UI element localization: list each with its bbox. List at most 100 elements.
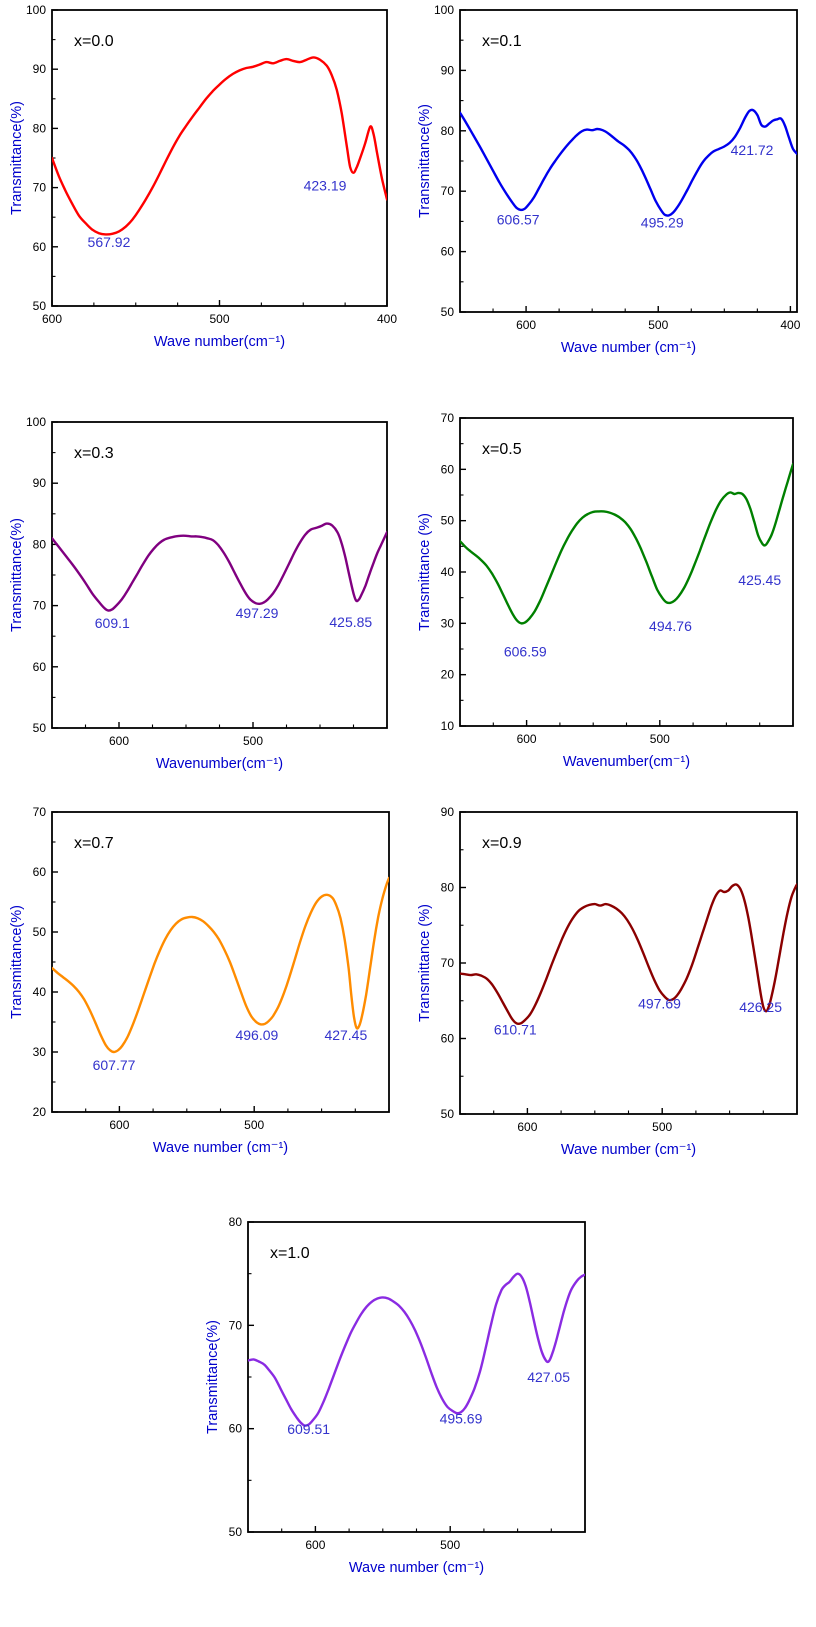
spectrum-svg: 50 60 70 80 90 100 600 500 609.1 497.29 425.85 x=0.…	[9, 415, 388, 772]
plot-frame	[51, 9, 388, 307]
peak-annotation: 426.25	[739, 999, 782, 1015]
spectrum-svg: 50 60 70 80 90 600 500 610.71 497.69 426.25 x=0.9 W…	[417, 805, 798, 1158]
sample-label: x=0.5	[482, 441, 522, 458]
chart-x0-5: 10 20 30 40 50 60 70 600 500 606.59 494.76 425.45 x=…	[414, 408, 806, 778]
spectrum-svg: 10 20 30 40 50 60 70 600 500 606.59 494.76 425.45 x=…	[417, 411, 794, 770]
y-tick-label: 100	[434, 3, 454, 17]
x-tick-label: 500	[652, 1120, 672, 1134]
peak-annotation: 609.51	[287, 1421, 330, 1437]
sample-label: x=0.0	[74, 33, 114, 50]
y-tick-label: 80	[229, 1215, 243, 1229]
y-tick-label: 50	[33, 925, 47, 939]
spectrum-curve	[52, 522, 387, 612]
sample-label: x=0.9	[482, 835, 522, 852]
x-tick-label: 600	[42, 312, 62, 326]
y-tick-label: 30	[33, 1045, 47, 1059]
spectrum-curve	[52, 876, 389, 1054]
y-tick-label: 30	[441, 616, 455, 630]
y-tick-label: 50	[33, 721, 47, 735]
peak-annotation: 496.09	[235, 1027, 278, 1043]
peak-annotation: 425.45	[738, 572, 781, 588]
plot-frame	[459, 811, 798, 1115]
peak-annotation: 606.57	[497, 211, 540, 227]
spectrum-svg: 20 30 40 50 60 70 600 500 607.77 496.09 427.45 x=0.…	[9, 805, 390, 1156]
peak-annotation: 427.05	[527, 1369, 570, 1385]
x-tick-label: 500	[243, 734, 263, 748]
y-tick-label: 40	[33, 985, 47, 999]
y-tick-label: 60	[441, 1032, 455, 1046]
x-axis-title: Wavenumber(cm⁻¹)	[156, 756, 283, 772]
chart-x0-1: 50 60 70 80 90 100 600 500 400 606.57 495.29 421.72…	[414, 0, 810, 364]
chart-x0-0: 50 60 70 80 90 100 600 500 400 567.92 423.19 x=0.0 W…	[6, 0, 400, 358]
plot-frame	[459, 9, 798, 313]
y-axis-title: Transmittance(%)	[205, 1320, 221, 1434]
spectrum-curve	[460, 463, 793, 625]
y-tick-label: 50	[33, 299, 47, 313]
spectrum-svg: 50 60 70 80 90 100 600 500 400 567.92 423.19 x=0.0 W…	[9, 3, 397, 350]
x-axis-title: Wave number(cm⁻¹)	[154, 334, 285, 350]
peak-annotation: 497.69	[638, 995, 681, 1011]
peak-annotation: 423.19	[304, 178, 347, 194]
y-tick-label: 60	[33, 865, 47, 879]
x-axis-title: Wave number (cm⁻¹)	[561, 340, 696, 356]
y-tick-label: 60	[441, 462, 455, 476]
peak-annotation: 609.1	[95, 615, 130, 631]
y-tick-label: 90	[33, 62, 47, 76]
spectrum-svg: 50 60 70 80 600 500 609.51 495.69 427.05 x=1.0 Wav…	[205, 1215, 586, 1576]
peak-annotation: 607.77	[93, 1057, 136, 1073]
spectrum-curve	[460, 108, 797, 217]
y-axis-title: Transmittance(%)	[9, 101, 25, 215]
y-tick-label: 90	[441, 63, 455, 77]
peak-annotation: 567.92	[88, 234, 131, 250]
y-tick-label: 10	[441, 719, 455, 733]
y-tick-label: 70	[441, 184, 455, 198]
y-axis-title: Transmittance (%)	[417, 904, 433, 1022]
y-tick-label: 70	[229, 1318, 243, 1332]
spectrum-svg: 50 60 70 80 90 100 600 500 400 606.57 495.29 421.72…	[417, 3, 801, 356]
chart-x0-3: 50 60 70 80 90 100 600 500 609.1 497.29 425.85 x=0.…	[6, 412, 400, 780]
y-tick-label: 60	[33, 240, 47, 254]
x-tick-label: 600	[109, 1118, 129, 1132]
plot-frame	[51, 421, 388, 729]
y-tick-label: 20	[441, 668, 455, 682]
chart-x0-9: 50 60 70 80 90 600 500 610.71 497.69 426.25 x=0.9 W…	[414, 802, 810, 1166]
y-axis-title: Transmittance (%)	[417, 513, 433, 631]
y-tick-label: 70	[33, 181, 47, 195]
peak-annotation: 497.29	[236, 605, 279, 621]
x-tick-label: 400	[377, 312, 397, 326]
x-axis-title: Wave number (cm⁻¹)	[561, 1142, 696, 1158]
x-tick-label: 600	[305, 1538, 325, 1552]
x-tick-label: 600	[517, 1120, 537, 1134]
x-tick-label: 500	[648, 318, 668, 332]
y-tick-label: 70	[33, 599, 47, 613]
peak-annotation: 495.69	[440, 1411, 483, 1427]
peak-annotation: 425.85	[329, 614, 372, 630]
sample-label: x=0.1	[482, 33, 522, 50]
y-tick-label: 60	[441, 245, 455, 259]
peak-annotation: 421.72	[731, 142, 774, 158]
y-tick-label: 80	[441, 881, 455, 895]
y-tick-label: 50	[441, 1107, 455, 1121]
y-axis-title: Transmittance(%)	[417, 104, 433, 218]
sample-label: x=0.3	[74, 445, 114, 462]
y-tick-label: 40	[441, 565, 455, 579]
x-axis-title: Wave number (cm⁻¹)	[153, 1140, 288, 1156]
y-tick-label: 50	[229, 1525, 243, 1539]
spectrum-curve	[460, 883, 797, 1026]
peak-annotation: 494.76	[649, 618, 692, 634]
x-tick-label: 500	[650, 732, 670, 746]
x-tick-label: 600	[517, 732, 537, 746]
x-tick-label: 600	[109, 734, 129, 748]
chart-x1-0: 50 60 70 80 600 500 609.51 495.69 427.05 x=1.0 Wav…	[202, 1212, 598, 1584]
y-tick-label: 100	[26, 415, 46, 429]
y-tick-label: 80	[33, 121, 47, 135]
y-tick-label: 70	[441, 411, 455, 425]
sample-label: x=1.0	[270, 1245, 310, 1262]
spectrum-curve	[52, 56, 387, 236]
sample-label: x=0.7	[74, 835, 114, 852]
peak-annotation: 610.71	[494, 1022, 537, 1038]
y-tick-label: 70	[441, 956, 455, 970]
x-tick-label: 600	[516, 318, 536, 332]
y-tick-label: 50	[441, 514, 455, 528]
y-tick-label: 50	[441, 305, 455, 319]
